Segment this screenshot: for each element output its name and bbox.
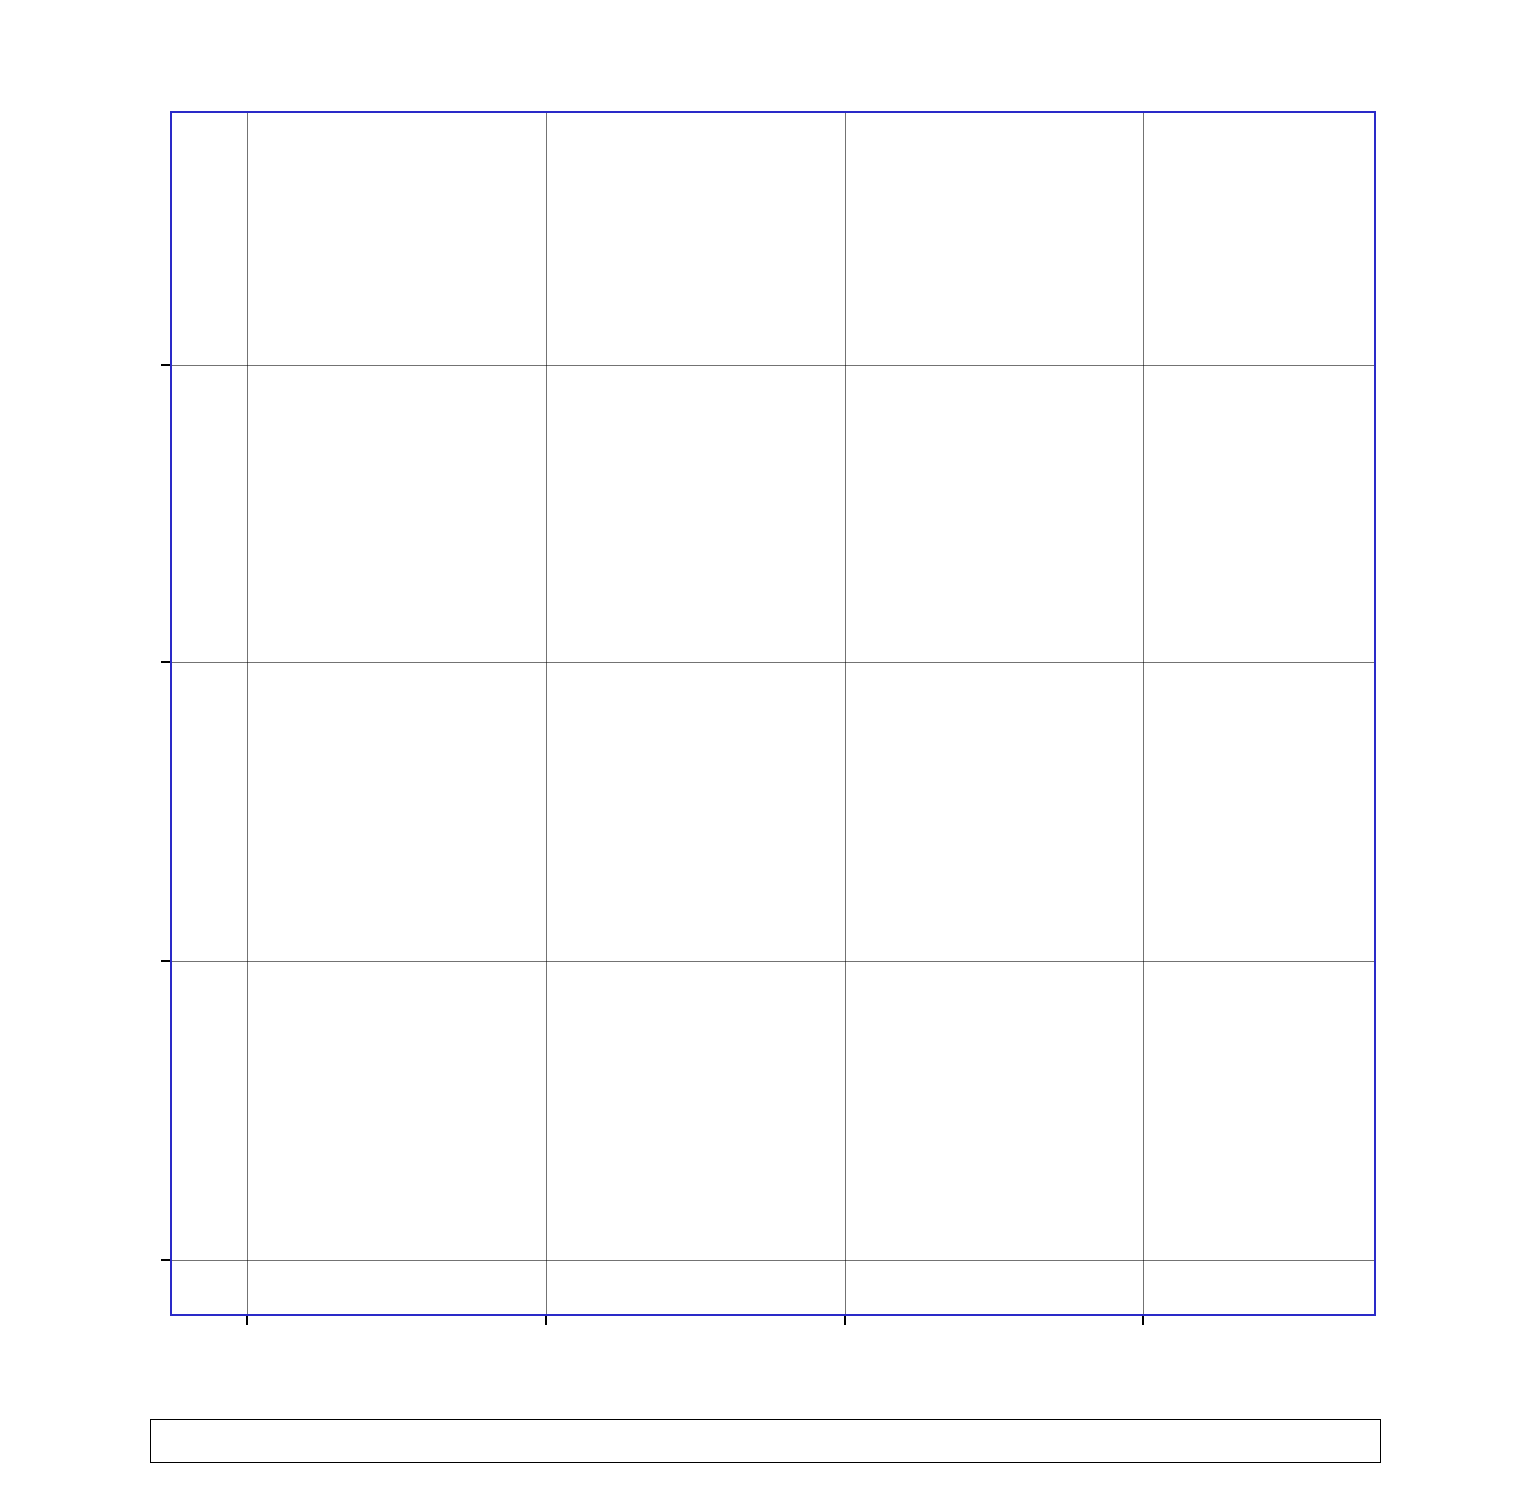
grid-line-vertical (247, 111, 248, 1316)
grid-line-vertical (546, 111, 547, 1316)
y-tick-mark (161, 960, 170, 962)
sky-map-canvas (170, 111, 1376, 1316)
x-tick-mark (844, 1316, 846, 1325)
y-axis-unit (87, 250, 127, 450)
y-tick-mark (161, 364, 170, 366)
crosshair-horizontal-line (0, 709, 1536, 711)
grid-line-horizontal (170, 365, 1376, 366)
y-tick-mark (161, 1259, 170, 1261)
grid-line-vertical (1143, 111, 1144, 1316)
y-tick-mark (161, 661, 170, 663)
grid-line-horizontal (170, 1260, 1376, 1261)
grid-line-horizontal (170, 961, 1376, 962)
grid-line-vertical (845, 111, 846, 1316)
colorbar (150, 1419, 1381, 1463)
x-tick-mark (545, 1316, 547, 1325)
sky-map-plot (170, 111, 1376, 1316)
y-axis-label (87, 550, 127, 1250)
x-tick-mark (246, 1316, 248, 1325)
crosshair-vertical-line (764, 0, 766, 1428)
grid-line-horizontal (170, 662, 1376, 663)
x-tick-mark (1142, 1316, 1144, 1325)
